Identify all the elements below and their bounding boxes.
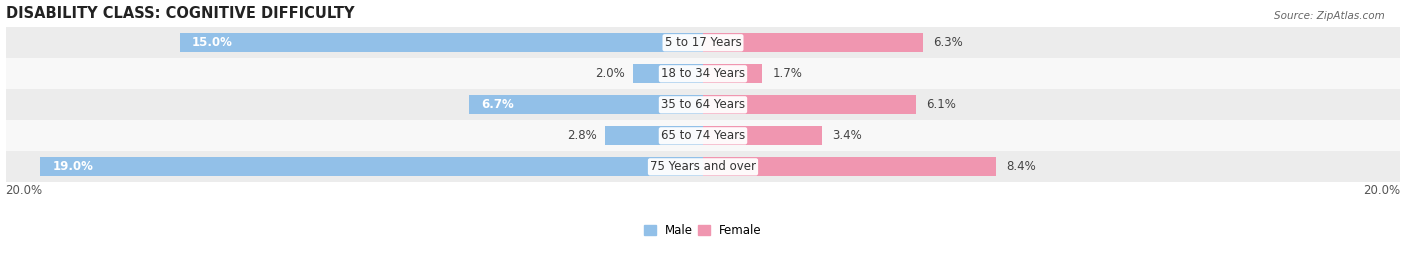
Bar	[6, 89, 1400, 120]
Bar	[6, 120, 1400, 151]
Text: 6.3%: 6.3%	[934, 36, 963, 49]
Bar	[703, 95, 915, 114]
Text: DISABILITY CLASS: COGNITIVE DIFFICULTY: DISABILITY CLASS: COGNITIVE DIFFICULTY	[6, 6, 354, 20]
Bar	[633, 64, 703, 83]
Text: 35 to 64 Years: 35 to 64 Years	[661, 98, 745, 111]
Legend: Male, Female: Male, Female	[640, 219, 766, 242]
Text: 2.8%: 2.8%	[567, 129, 596, 142]
Text: 3.4%: 3.4%	[832, 129, 862, 142]
Text: 20.0%: 20.0%	[6, 184, 42, 197]
Bar	[6, 27, 1400, 58]
Bar	[180, 33, 703, 52]
Text: Source: ZipAtlas.com: Source: ZipAtlas.com	[1274, 11, 1385, 21]
Bar	[470, 95, 703, 114]
Text: 65 to 74 Years: 65 to 74 Years	[661, 129, 745, 142]
Bar	[703, 64, 762, 83]
Bar	[703, 126, 821, 146]
Bar	[6, 151, 1400, 182]
Bar	[6, 58, 1400, 89]
Text: 18 to 34 Years: 18 to 34 Years	[661, 67, 745, 80]
Bar	[606, 126, 703, 146]
Text: 6.7%: 6.7%	[482, 98, 515, 111]
Bar	[41, 157, 703, 176]
Text: 20.0%: 20.0%	[1364, 184, 1400, 197]
Bar	[703, 157, 995, 176]
Text: 6.1%: 6.1%	[927, 98, 956, 111]
Text: 8.4%: 8.4%	[1007, 160, 1036, 173]
Text: 1.7%: 1.7%	[773, 67, 803, 80]
Text: 75 Years and over: 75 Years and over	[650, 160, 756, 173]
Text: 5 to 17 Years: 5 to 17 Years	[665, 36, 741, 49]
Text: 2.0%: 2.0%	[595, 67, 624, 80]
Text: 15.0%: 15.0%	[193, 36, 233, 49]
Text: 19.0%: 19.0%	[52, 160, 94, 173]
Bar	[703, 33, 922, 52]
